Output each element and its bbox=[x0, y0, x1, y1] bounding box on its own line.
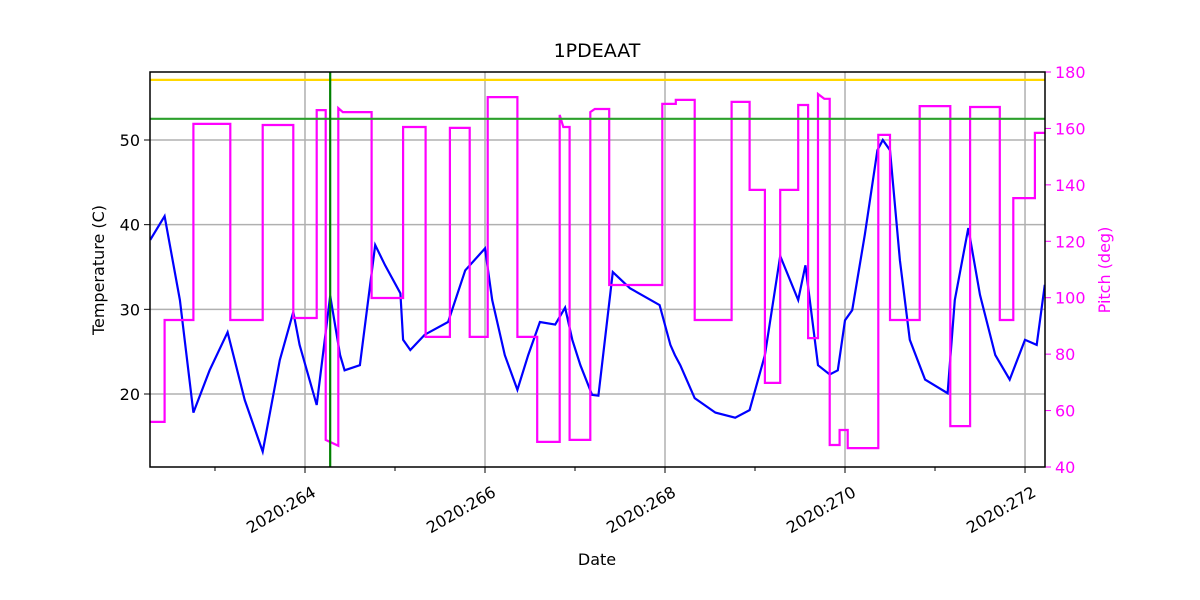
y2-tick-label: 160 bbox=[1055, 119, 1086, 138]
y2-axis-label: Pitch (deg) bbox=[1095, 227, 1114, 314]
y-axis-label: Temperature (C) bbox=[89, 205, 108, 336]
x-tick-label: 2020:268 bbox=[603, 482, 679, 537]
x-tick-label: 2020:266 bbox=[423, 482, 499, 537]
plot-frame bbox=[149, 71, 1046, 468]
x-tick-label: 2020:264 bbox=[243, 482, 319, 537]
chart-title: 1PDEAAT bbox=[554, 40, 641, 62]
y-tick-label: 20 bbox=[120, 385, 140, 404]
data-line bbox=[150, 137, 1045, 456]
y-tick-label: 50 bbox=[120, 131, 140, 150]
x-axis-label: Date bbox=[578, 550, 616, 569]
y2-tick-label: 120 bbox=[1055, 232, 1086, 251]
y-tick-label: 30 bbox=[120, 300, 140, 319]
y2-tick-label: 100 bbox=[1055, 289, 1086, 308]
y2-tick-label: 180 bbox=[1055, 63, 1086, 82]
x-tick-label: 2020:272 bbox=[963, 482, 1039, 537]
y2-tick-label: 140 bbox=[1055, 176, 1086, 195]
y2-tick-label: 80 bbox=[1055, 345, 1075, 364]
data-line bbox=[150, 91, 1045, 450]
y2-tick-label: 40 bbox=[1055, 458, 1075, 477]
plot-area bbox=[150, 72, 1045, 467]
y-tick-label: 40 bbox=[120, 216, 140, 235]
y2-tick-label: 60 bbox=[1055, 402, 1075, 421]
x-tick-label: 2020:270 bbox=[783, 482, 859, 537]
